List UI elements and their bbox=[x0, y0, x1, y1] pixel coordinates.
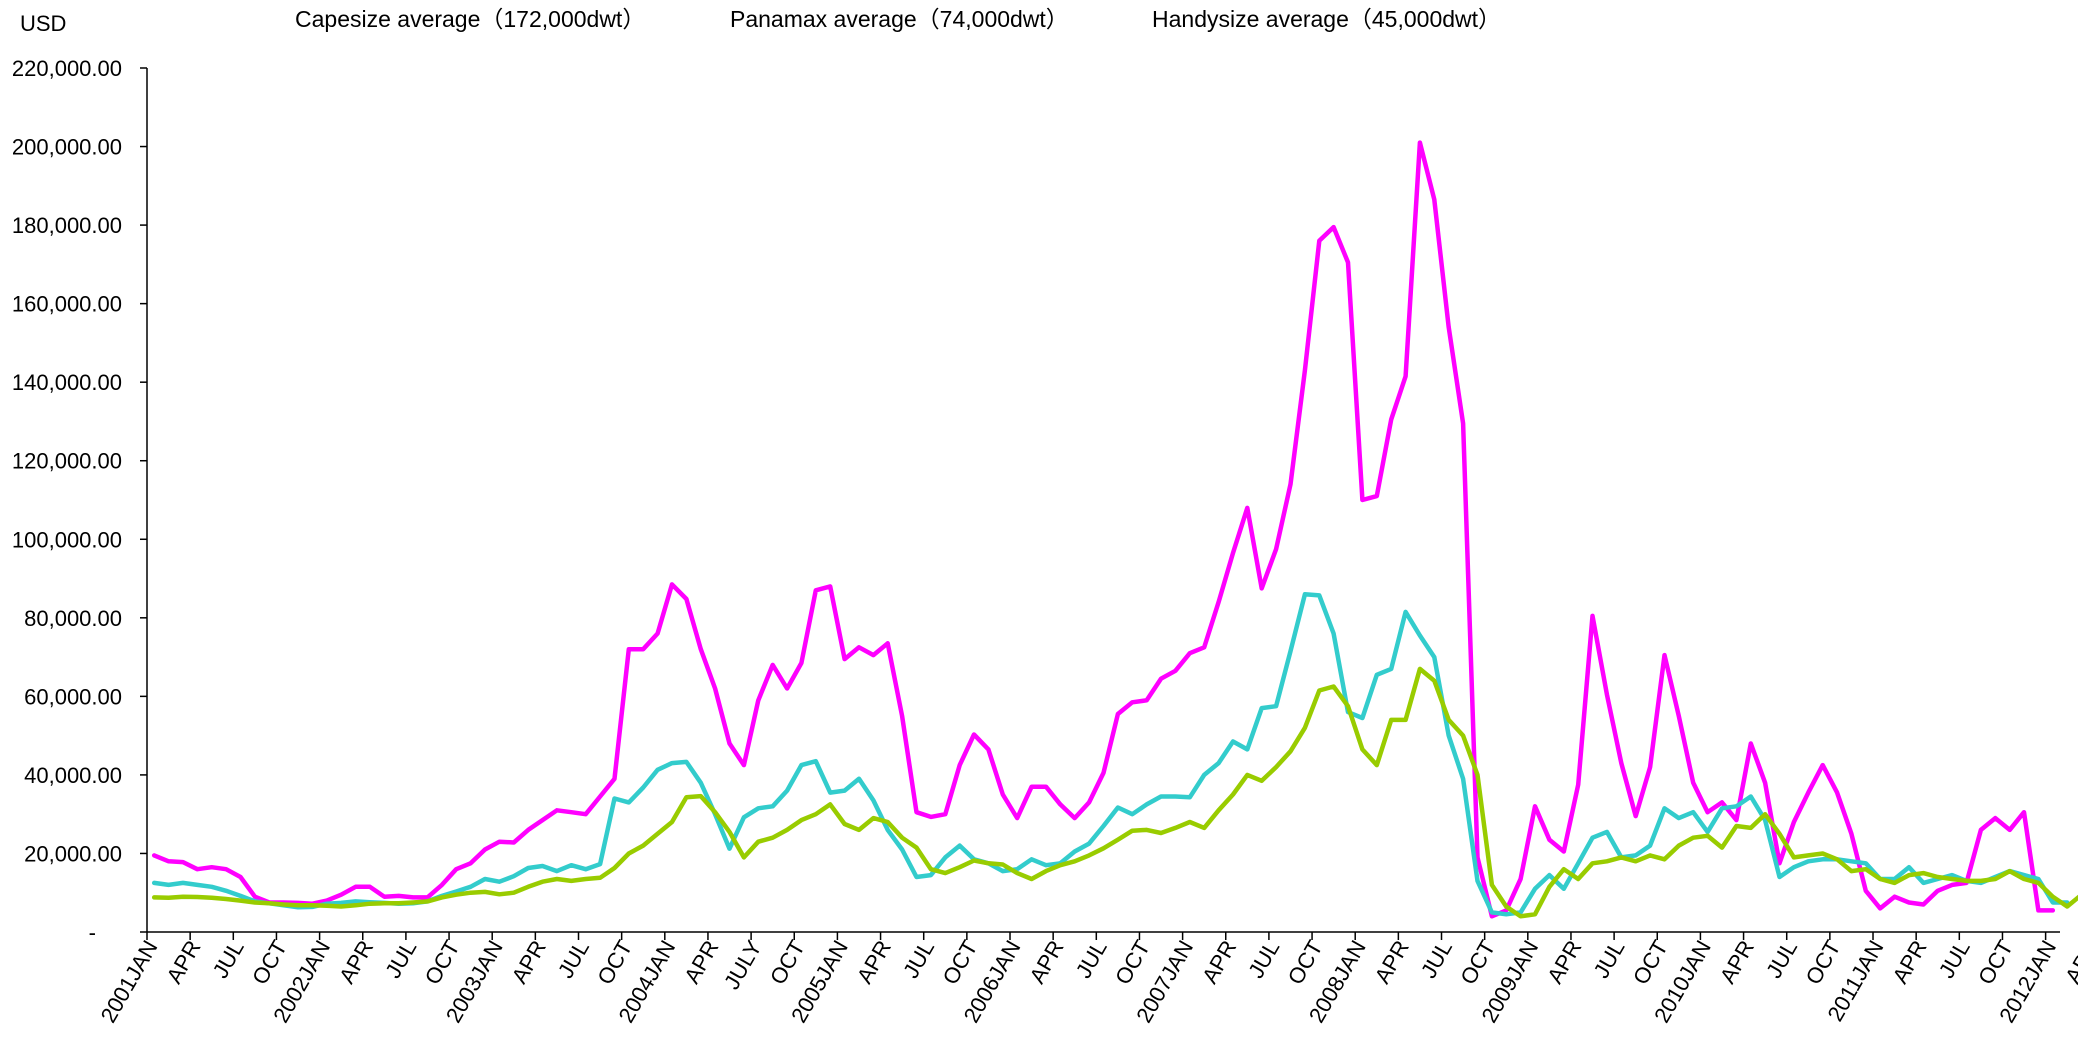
y-tick-label: 220,000.00 bbox=[12, 56, 122, 81]
x-tick-label: APR bbox=[1370, 936, 1414, 988]
x-tick-label: OCT bbox=[1455, 936, 1500, 989]
x-tick-label: JUL bbox=[898, 936, 939, 982]
y-tick-label: 80,000.00 bbox=[24, 606, 122, 631]
x-tick-label: OCT bbox=[1283, 936, 1328, 989]
x-tick-label: JUL bbox=[1416, 936, 1457, 982]
legend: Capesize average（172,000dwt） Panamax aver… bbox=[295, 6, 1501, 32]
series-line-3 bbox=[151, 666, 2078, 919]
x-tick-label: APR bbox=[161, 936, 205, 988]
axes bbox=[146, 68, 2060, 933]
x-tick-label: APR bbox=[507, 936, 551, 988]
x-tick-label: OCT bbox=[1973, 936, 2018, 989]
legend-entry-2: Panamax average（74,000dwt） bbox=[730, 6, 1069, 32]
x-tick-label: OCT bbox=[1110, 936, 1155, 989]
x-tick-label: JUL bbox=[1761, 936, 1802, 982]
x-tick-label: JUL bbox=[1588, 936, 1629, 982]
series-line-2 bbox=[151, 592, 2070, 917]
series-line-1 bbox=[151, 140, 2056, 919]
x-tick-label: 2001JAN bbox=[96, 936, 163, 1027]
y-axis-unit-label: USD bbox=[20, 11, 66, 36]
y-tick-label: 180,000.00 bbox=[12, 213, 122, 238]
legend-entry-1: Capesize average（172,000dwt） bbox=[295, 6, 645, 32]
x-tick-label: APR bbox=[334, 936, 378, 988]
y-tick-label: 100,000.00 bbox=[12, 527, 122, 552]
legend-entry-3: Handysize average（45,000dwt） bbox=[1152, 6, 1501, 32]
x-tick-label: OCT bbox=[1801, 936, 1846, 989]
y-axis-ticks: - 20,000.00 40,000.00 60,000.00 80,000.00 100… bbox=[12, 56, 147, 945]
y-tick-label: 60,000.00 bbox=[24, 684, 122, 709]
y-tick-label: - bbox=[89, 920, 96, 945]
x-tick-label: JUL bbox=[1243, 936, 1284, 982]
x-tick-label: OCT bbox=[1628, 936, 1673, 989]
x-tick-label: JULY bbox=[719, 936, 767, 994]
x-tick-label: APR bbox=[1542, 936, 1586, 988]
y-tick-label: 40,000.00 bbox=[24, 763, 122, 788]
y-tick-label: 20,000.00 bbox=[24, 841, 122, 866]
y-tick-label: 200,000.00 bbox=[12, 135, 122, 160]
x-tick-label: JUL bbox=[380, 936, 421, 982]
x-tick-label: OCT bbox=[420, 936, 465, 989]
x-tick-label: JUL bbox=[208, 936, 249, 982]
x-tick-label: APR bbox=[2060, 936, 2078, 988]
x-tick-label: OCT bbox=[938, 936, 983, 989]
x-tick-label: APR bbox=[1887, 936, 1931, 988]
x-tick-label: APR bbox=[1715, 936, 1759, 988]
x-tick-label: APR bbox=[1024, 936, 1068, 988]
x-tick-label: OCT bbox=[765, 936, 810, 989]
x-tick-label: APR bbox=[679, 936, 723, 988]
x-tick-label: JUL bbox=[1071, 936, 1112, 982]
x-tick-label: APR bbox=[852, 936, 896, 988]
x-tick-label: APR bbox=[1197, 936, 1241, 988]
y-tick-label: 160,000.00 bbox=[12, 292, 122, 317]
y-tick-label: 120,000.00 bbox=[12, 449, 122, 474]
series-lines bbox=[151, 140, 2078, 919]
y-tick-label: 140,000.00 bbox=[12, 370, 122, 395]
x-tick-label: JUL bbox=[553, 936, 594, 982]
x-tick-label: JUL bbox=[1934, 936, 1975, 982]
x-tick-label: OCT bbox=[592, 936, 637, 989]
x-tick-label: OCT bbox=[247, 936, 292, 989]
